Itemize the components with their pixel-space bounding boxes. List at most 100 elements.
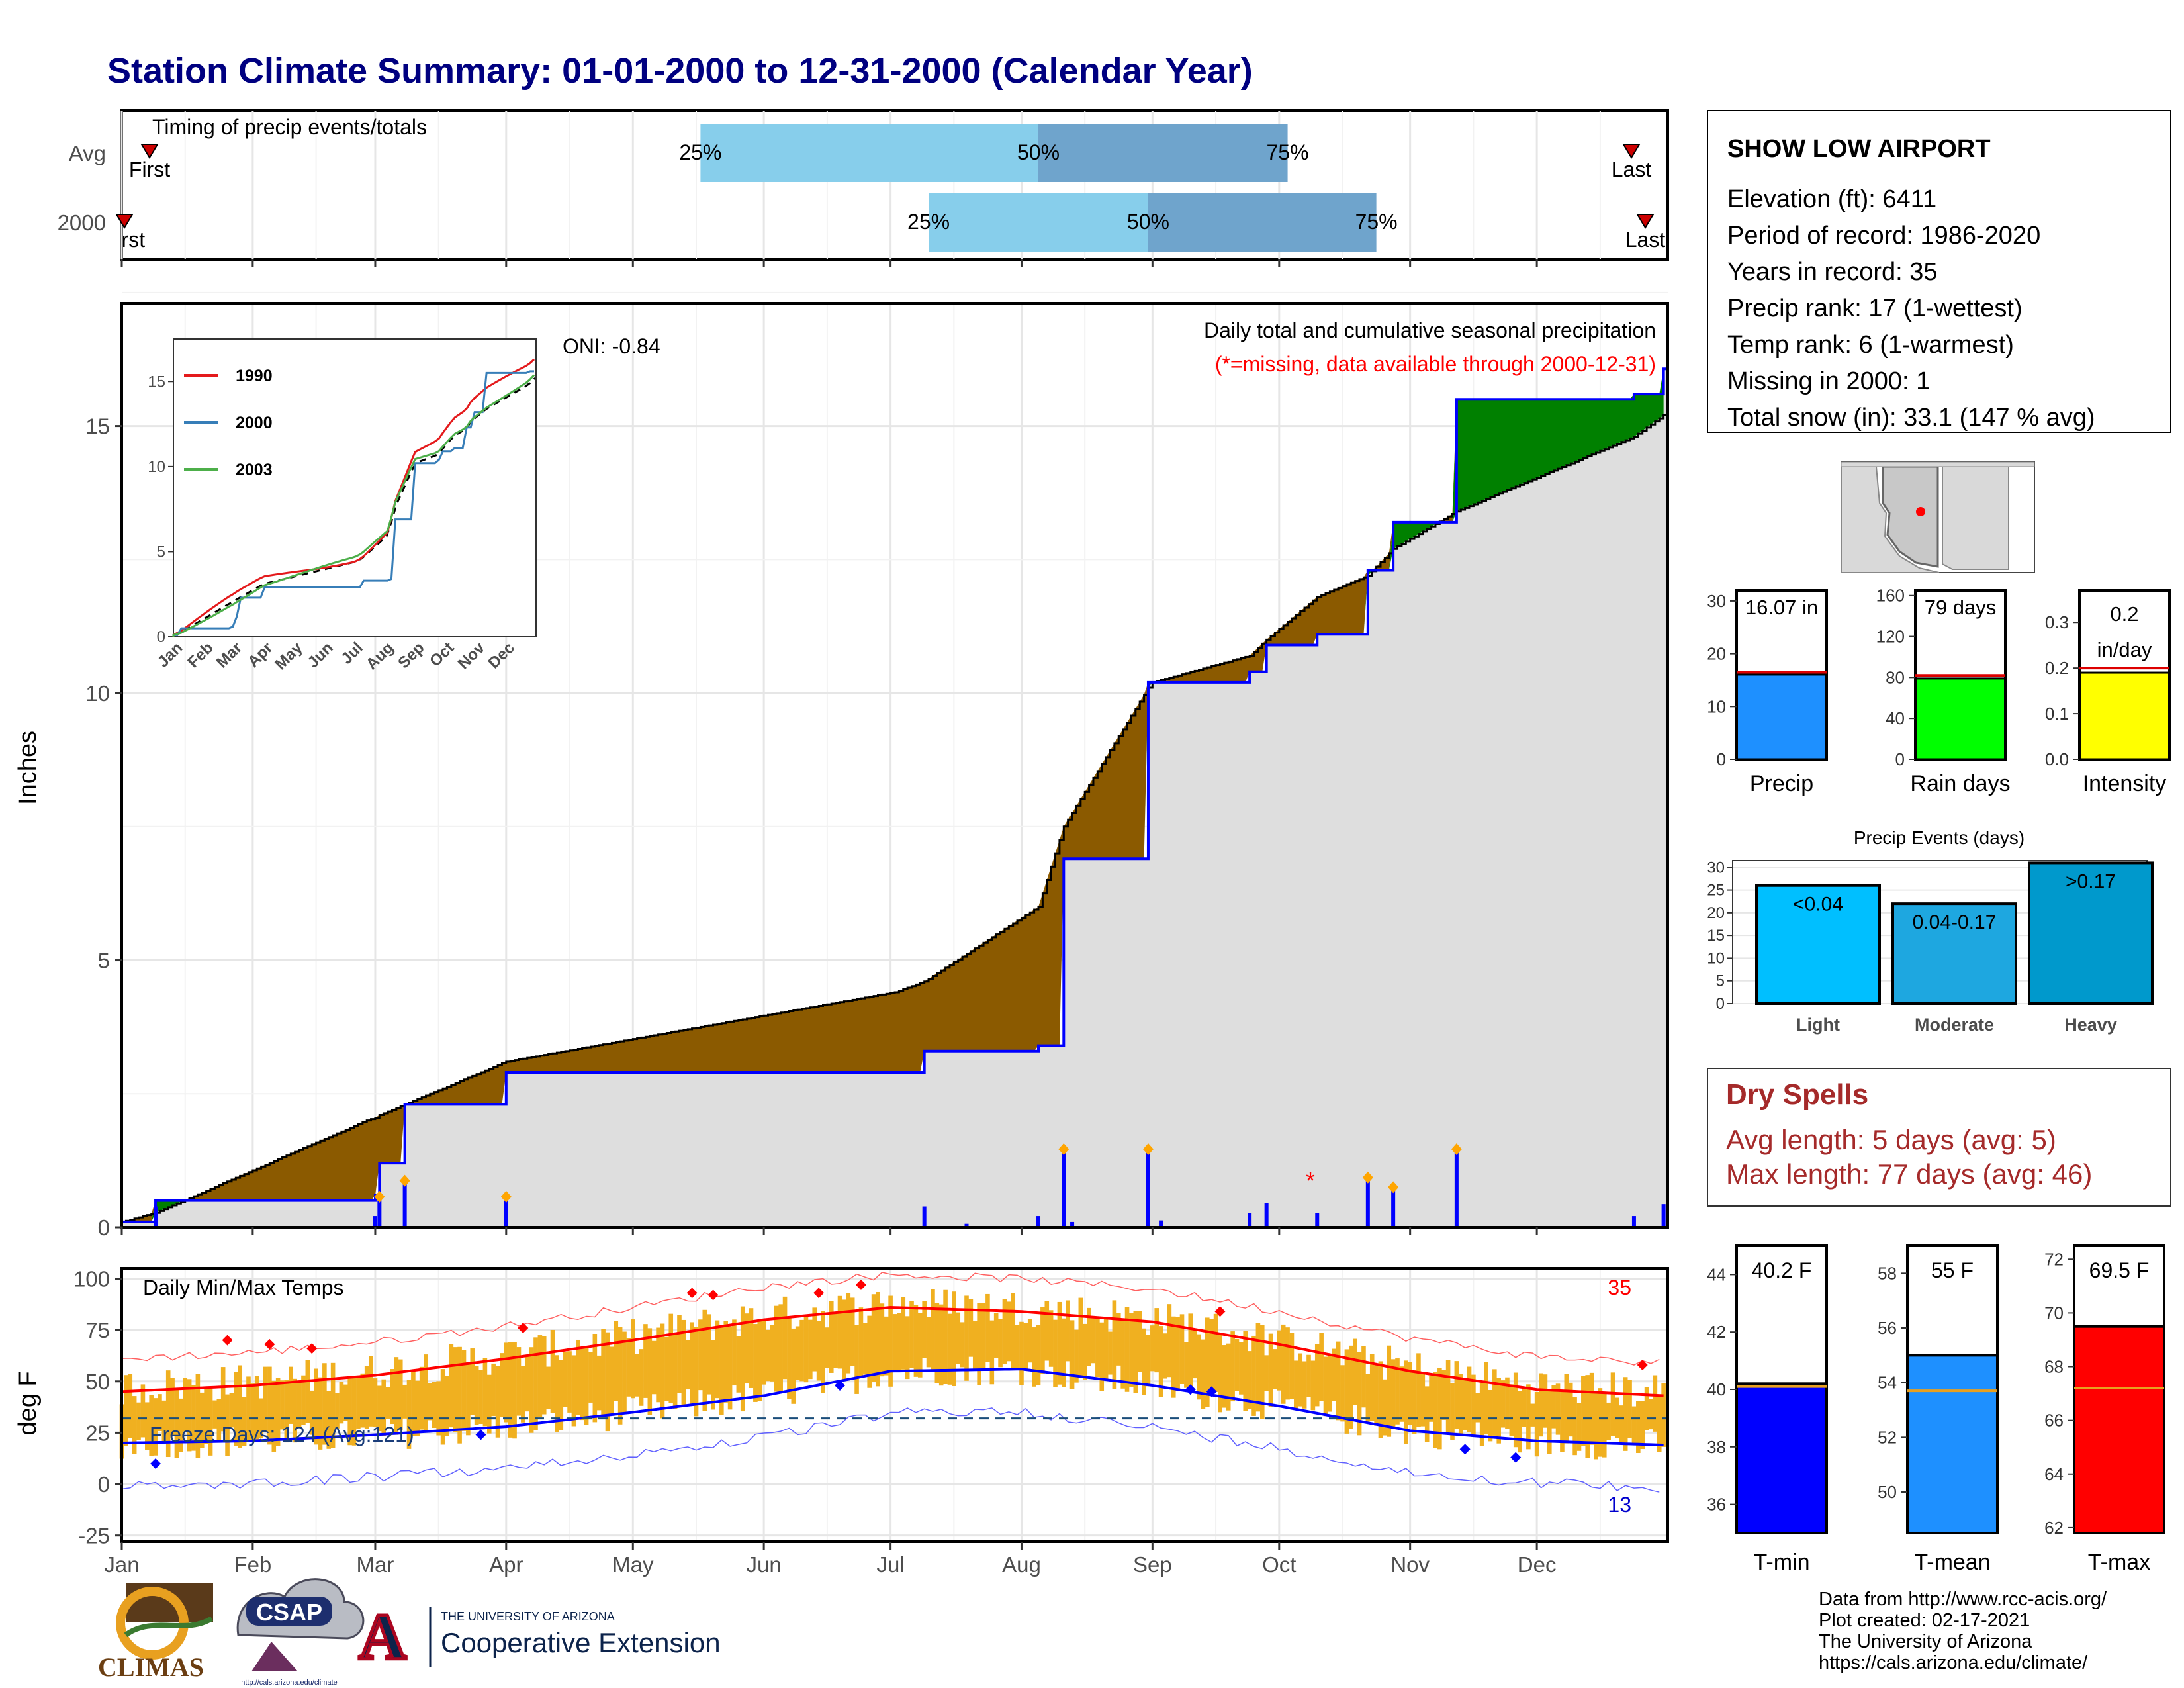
timing-2000-pct-0: 25% (907, 210, 950, 234)
daily-temp-bar (128, 1374, 133, 1438)
precip-summary-unit-2: in/day (2097, 638, 2152, 661)
daily-temp-bar (1091, 1317, 1096, 1364)
daily-temp-bar (808, 1319, 813, 1380)
daily-temp-bar (1247, 1351, 1252, 1409)
daily-temp-bar (867, 1315, 872, 1388)
last-label-avg: Last (1612, 158, 1652, 181)
inset-series-2003 (172, 374, 535, 637)
avg-max-line (121, 1305, 1664, 1397)
daily-temp-bar (428, 1383, 433, 1421)
daily-temp-bar (1332, 1348, 1337, 1401)
footer: CLIMAS CSAP http://cals.arizona.edu/clim… (98, 1578, 2107, 1687)
daily-temp-bar (1226, 1343, 1231, 1411)
events-tick-label-6: 30 (1707, 859, 1725, 876)
precip-summary-tick-label-1-1: 40 (1886, 708, 1905, 728)
daily-precip-bar (964, 1223, 969, 1227)
daily-temp-bar (702, 1309, 707, 1411)
record-high-marker (686, 1288, 698, 1299)
events-bar-2 (2028, 861, 2154, 1006)
daily-temp-bar (1289, 1333, 1295, 1399)
temp-summary-tick-label-1-2: 54 (1878, 1373, 1897, 1393)
temp-summary-bar-0 (1738, 1383, 1825, 1533)
precip-summary-name-0: Precip (1750, 771, 1813, 796)
events-tick-label-3: 15 (1707, 927, 1725, 945)
daily-temp-bar (1361, 1346, 1366, 1408)
daily-temp-bar (504, 1342, 509, 1423)
daily-temp-bar (1564, 1374, 1569, 1444)
daily-temp-bar (369, 1356, 373, 1427)
daily-temp-bar (888, 1295, 893, 1387)
daily-temp-bar (1534, 1392, 1539, 1457)
temp-summary-value-1: 55 F (1931, 1258, 1974, 1282)
daily-temp-bar (537, 1335, 543, 1418)
temp-ytick-label-2: 25 (85, 1421, 110, 1445)
daily-temp-bar (1657, 1394, 1662, 1452)
daily-temp-bar (1357, 1352, 1362, 1436)
daily-temp-bar (187, 1379, 192, 1452)
daily-temp-bar (445, 1376, 449, 1436)
daily-temp-bar (495, 1366, 500, 1438)
missing-day-marker: * (1306, 1167, 1315, 1194)
station-missing: Missing in 2000: 1 (1727, 367, 1930, 395)
oni-value: ONI: -0.84 (563, 334, 660, 358)
daily-temp-bar (1209, 1319, 1214, 1390)
precip-frame (120, 302, 1669, 1229)
record-min-line (121, 1407, 1660, 1493)
daily-temp-bar (1543, 1374, 1548, 1428)
temp-frame (120, 1267, 1669, 1543)
daily-temp-bar (1585, 1375, 1590, 1458)
daily-temp-bar (1108, 1331, 1113, 1375)
precip-summary-tick-label-1-2: 80 (1886, 667, 1905, 687)
daily-temp-bar (124, 1375, 128, 1446)
daily-temp-bar (926, 1317, 931, 1368)
daily-temp-bar (1323, 1356, 1328, 1417)
daily-temp-bar (1142, 1328, 1146, 1395)
daily-precip-bar (1248, 1213, 1252, 1227)
daily-precip-bar (1146, 1152, 1150, 1227)
daily-temp-bar (1378, 1361, 1383, 1438)
daily-temp-bar (1222, 1345, 1227, 1408)
daily-temp-bar (1040, 1307, 1045, 1374)
daily-temp-bar (1150, 1325, 1155, 1372)
daily-temp-bar (470, 1348, 475, 1415)
record-low-marker (1185, 1384, 1196, 1395)
station-frame (1707, 110, 2171, 433)
locator-map (1841, 461, 2035, 573)
inset-ytick-label-0: 0 (157, 628, 165, 646)
timing-row-avg: Avg (69, 141, 106, 165)
daily-temp-bar (1454, 1361, 1459, 1429)
daily-precip-bar (402, 1184, 407, 1227)
daily-temp-bar (931, 1289, 935, 1370)
daily-temp-bar (1500, 1380, 1506, 1428)
daily-temp-bar (791, 1328, 796, 1404)
daily-temp-bar (660, 1323, 665, 1419)
daily-temp-bar (745, 1313, 749, 1384)
daily-temp-bar (461, 1350, 467, 1431)
month-label-2: Mar (357, 1552, 394, 1577)
first-marker-2000 (115, 214, 134, 229)
daily-temp-bar (1353, 1338, 1357, 1405)
station-name: SHOW LOW AIRPORT (1727, 135, 1991, 163)
precip-ytick-label-1: 5 (98, 949, 110, 973)
daily-temp-bar (457, 1346, 462, 1444)
timing-avg-pct-0: 25% (679, 140, 721, 164)
events-bar-1 (1891, 902, 2017, 1005)
inset-series-1990 (172, 358, 535, 637)
daily-temp-bar (1522, 1389, 1527, 1427)
daily-temp-bar (1349, 1345, 1353, 1429)
daily-temp-bar (1310, 1360, 1316, 1411)
average-cumulative-line (122, 414, 1668, 1223)
station-elevation: Elevation (ft): 6411 (1727, 185, 1936, 213)
daily-temp-bar (1082, 1323, 1087, 1380)
record-high-marker (1637, 1359, 1648, 1370)
daily-temp-bar (305, 1360, 310, 1423)
daily-temp-bar (183, 1378, 188, 1432)
daily-temp-bar (1437, 1368, 1442, 1450)
daily-temp-bar (690, 1322, 694, 1406)
month-axis: Jan Feb Mar Apr May Jun Jul Aug Sep Oct Nov Dec (104, 259, 1556, 1577)
daily-temp-bar (377, 1385, 382, 1432)
daily-temp-bar (1019, 1321, 1024, 1385)
temp-summary-bars: 36 38 40 42 44 40.2 F T-min 50 52 54 56 58 55 F T-mea… (1707, 1244, 2165, 1575)
daily-temp-bar (347, 1378, 352, 1446)
temp-y-axis: -25 0 25 50 75 100 (73, 1267, 122, 1548)
